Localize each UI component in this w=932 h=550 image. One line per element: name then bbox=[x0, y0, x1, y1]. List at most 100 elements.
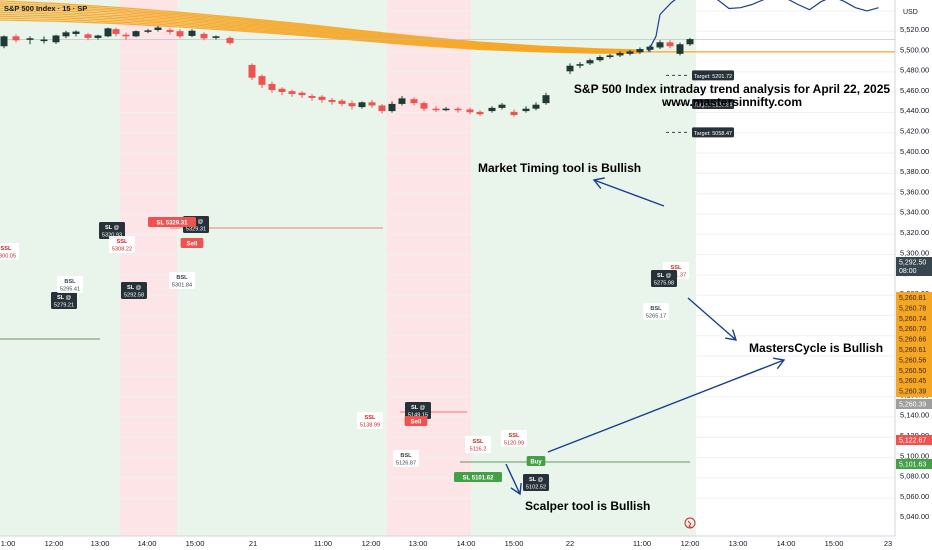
x-tick-label: 1:00 bbox=[1, 539, 16, 548]
masters-cycle-arrow-up bbox=[547, 359, 785, 453]
y-tick-label: 5,100.00 bbox=[900, 451, 929, 460]
x-tick-label: 15:00 bbox=[825, 539, 844, 548]
target-badge bbox=[692, 70, 734, 81]
candle bbox=[410, 99, 418, 104]
candle bbox=[94, 35, 102, 38]
y-tick-label: 5,360.00 bbox=[900, 187, 929, 196]
candle bbox=[144, 30, 152, 32]
price-badge-text: 5,260.50 bbox=[899, 368, 926, 375]
candle bbox=[498, 104, 506, 108]
y-tick-label: 5,440.00 bbox=[900, 106, 929, 115]
candle bbox=[278, 88, 286, 92]
candle bbox=[686, 39, 694, 45]
signal-value: 5138.99 bbox=[360, 423, 380, 429]
signal-value: 5265.17 bbox=[646, 314, 666, 320]
masters-cycle-arrow-down bbox=[687, 297, 737, 341]
analysis-website: www.mastersinnifty.com bbox=[661, 95, 802, 109]
candle bbox=[420, 103, 428, 109]
signal-box bbox=[501, 430, 527, 447]
signal-type: BSL bbox=[176, 275, 188, 281]
y-tick-label: 5,520.00 bbox=[900, 25, 929, 34]
signal-type: SSL bbox=[473, 439, 484, 445]
price-badge bbox=[896, 399, 932, 409]
signal-box bbox=[465, 436, 491, 453]
signal-type: BSL bbox=[650, 306, 662, 312]
price-badge-text: 5,260.45 bbox=[899, 378, 926, 385]
y-tick-label: 5,500.00 bbox=[900, 45, 929, 54]
candle bbox=[188, 30, 196, 36]
candle bbox=[398, 98, 406, 104]
signal-box bbox=[454, 472, 502, 482]
signal-type: SL 5101.62 bbox=[463, 476, 495, 482]
signal-type: SL @ bbox=[189, 219, 204, 225]
signal-value: 5329.31 bbox=[186, 227, 206, 233]
signal-value: 5295.41 bbox=[60, 287, 80, 293]
price-badge-text: 5,260.78 bbox=[899, 305, 926, 312]
candle bbox=[122, 34, 130, 37]
signal-box bbox=[0, 243, 19, 260]
price-badge-text: 5,260.56 bbox=[899, 357, 926, 364]
signal-box bbox=[109, 236, 135, 253]
session-zone-red bbox=[120, 0, 177, 536]
market-timing-note: Market Timing tool is Bullish bbox=[478, 161, 641, 175]
candle bbox=[40, 39, 48, 42]
signal-box bbox=[121, 282, 147, 299]
candle bbox=[636, 49, 644, 53]
logo-icon-mark bbox=[687, 520, 693, 529]
signal-value: 5308.22 bbox=[112, 247, 132, 253]
candle bbox=[576, 64, 584, 66]
candle bbox=[606, 55, 614, 57]
signal-box bbox=[393, 450, 419, 467]
scalper-arrow-head bbox=[510, 482, 522, 496]
target-badge bbox=[692, 127, 734, 138]
candle bbox=[616, 53, 624, 56]
scalper-note: Scalper tool is Bullish bbox=[525, 499, 650, 513]
candle bbox=[676, 44, 684, 54]
signal-type: SSL bbox=[671, 265, 682, 271]
candle bbox=[656, 42, 664, 48]
candle bbox=[566, 65, 574, 72]
signal-type: SL @ bbox=[127, 285, 142, 291]
signal-type: SL @ bbox=[105, 225, 120, 231]
masters-cycle-arrow-down-head bbox=[725, 329, 738, 341]
signal-type: SL @ bbox=[529, 477, 544, 483]
target-badge bbox=[692, 98, 734, 109]
price-badge-text: 5,122.67 bbox=[899, 438, 926, 445]
signal-type: SSL bbox=[365, 415, 376, 421]
y-tick-label: 5,320.00 bbox=[900, 228, 929, 237]
ma-ribbon-line bbox=[0, 0, 641, 51]
y-tick-label: 5,460.00 bbox=[900, 86, 929, 95]
signal-type: SSL bbox=[1, 246, 12, 252]
session-zone-red bbox=[387, 0, 471, 536]
candle bbox=[258, 76, 266, 85]
y-tick-label: 5,380.00 bbox=[900, 167, 929, 176]
signal-box bbox=[651, 270, 677, 287]
candle bbox=[200, 33, 208, 39]
candle bbox=[84, 34, 92, 38]
y-tick-label: 5,060.00 bbox=[900, 492, 929, 501]
candle bbox=[0, 36, 8, 47]
price-badge-text: 5,260.74 bbox=[899, 316, 926, 323]
signal-type: Sell bbox=[411, 420, 422, 426]
signal-type: SL @ bbox=[657, 273, 672, 279]
price-badge bbox=[896, 257, 932, 276]
target-label: Target: 5201.72 bbox=[694, 74, 732, 80]
y-tick-label: 5,080.00 bbox=[900, 472, 929, 481]
candle bbox=[166, 29, 174, 32]
signal-value: 5301.84 bbox=[172, 283, 192, 289]
candle bbox=[328, 99, 336, 102]
ribbon-badge-stack bbox=[896, 292, 932, 397]
candle bbox=[154, 27, 162, 30]
candle bbox=[510, 111, 518, 116]
market-timing-arrow-head bbox=[592, 177, 605, 190]
candle bbox=[378, 105, 386, 112]
x-tick-label: 12:00 bbox=[362, 539, 381, 548]
x-tick-label: 14:00 bbox=[457, 539, 476, 548]
session-zone-green bbox=[177, 0, 387, 536]
currency-label: USD bbox=[903, 9, 918, 16]
price-badge-text: 5,260.61 bbox=[899, 347, 926, 354]
candle bbox=[212, 36, 220, 38]
candle bbox=[432, 108, 440, 111]
candle bbox=[358, 102, 366, 108]
